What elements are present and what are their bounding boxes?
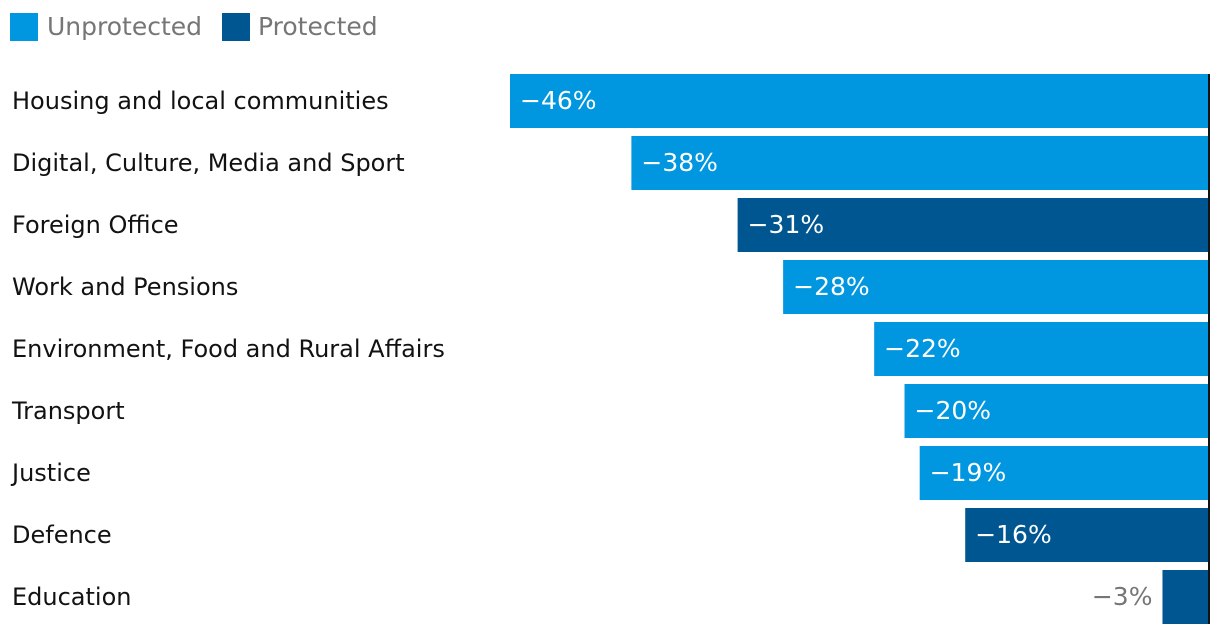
bar-work-and-pensions xyxy=(783,260,1208,314)
value-label-justice: −19% xyxy=(930,458,1007,487)
bar-environment-food-and-rural-affairs xyxy=(874,322,1208,376)
bar-housing-and-local-communities xyxy=(510,74,1208,128)
category-label-work-and-pensions: Work and Pensions xyxy=(12,273,238,301)
category-label-defence: Defence xyxy=(12,521,112,549)
legend: Unprotected Protected xyxy=(10,12,378,41)
category-label-foreign-office: Foreign Office xyxy=(12,211,179,239)
legend-swatch-unprotected xyxy=(10,13,38,41)
bar-justice xyxy=(919,446,1208,500)
legend-label-protected: Protected xyxy=(258,12,378,41)
bar-defence xyxy=(965,508,1208,562)
value-label-work-and-pensions: −28% xyxy=(793,272,870,301)
category-labels: Housing and local communities Digital, Cu… xyxy=(10,87,445,611)
value-label-foreign-office: −31% xyxy=(748,210,825,239)
value-label-digital-culture-media-and-sport: −38% xyxy=(641,148,718,177)
bar-transport xyxy=(904,384,1208,438)
value-label-transport: −20% xyxy=(915,396,992,425)
value-label-environment-food-and-rural-affairs: −22% xyxy=(884,334,961,363)
legend-swatch-protected xyxy=(222,13,250,41)
legend-label-unprotected: Unprotected xyxy=(47,12,202,41)
bar-digital-culture-media-and-sport xyxy=(631,136,1208,190)
category-label-environment-food-and-rural-affairs: Environment, Food and Rural Affairs xyxy=(12,335,445,363)
value-labels: −46% −38% −31% −28% −22% −20% −19% −16% −3% xyxy=(520,86,1152,611)
value-label-housing-and-local-communities: −46% xyxy=(520,86,597,115)
category-label-education: Education xyxy=(12,583,131,611)
category-label-housing-and-local-communities: Housing and local communities xyxy=(12,87,389,115)
bar-foreign-office xyxy=(737,198,1208,252)
value-label-education: −3% xyxy=(1092,582,1153,611)
category-label-justice: Justice xyxy=(10,459,91,487)
bar-education xyxy=(1162,570,1208,624)
category-label-digital-culture-media-and-sport: Digital, Culture, Media and Sport xyxy=(12,149,405,177)
category-label-transport: Transport xyxy=(11,397,125,425)
value-label-defence: −16% xyxy=(975,520,1052,549)
bars xyxy=(510,74,1208,624)
